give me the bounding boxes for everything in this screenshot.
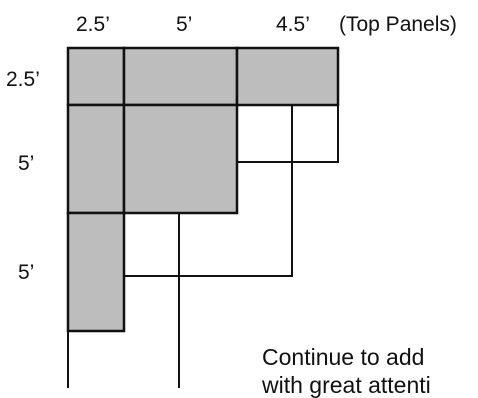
side-label-row1: 2.5’ xyxy=(6,68,40,91)
caption-line-2: with great attenti xyxy=(262,372,431,398)
panel-center xyxy=(122,103,239,215)
top-label-col1: 2.5’ xyxy=(76,13,110,36)
top-label-col3: 4.5’ xyxy=(276,13,310,36)
panel-left-bottom xyxy=(66,211,126,333)
panel-top-right xyxy=(235,46,340,107)
panel-top-middle xyxy=(122,46,239,107)
side-label-row2: 5’ xyxy=(18,152,35,175)
caption-line-1: Continue to add xyxy=(262,344,425,370)
top-panels-note: (Top Panels) xyxy=(339,13,457,36)
outline-right-step xyxy=(236,105,339,163)
top-label-col2: 5’ xyxy=(176,13,193,36)
panel-left-middle xyxy=(66,103,126,215)
side-label-row3: 5’ xyxy=(18,261,35,284)
panel-top-left xyxy=(66,46,126,107)
panel-layout-diagram xyxy=(66,46,340,388)
